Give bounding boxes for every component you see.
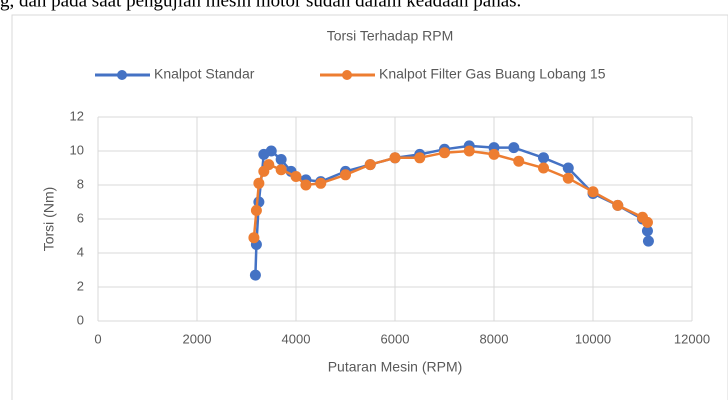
data-point — [290, 171, 302, 182]
data-point — [315, 177, 327, 189]
data-point — [508, 142, 520, 154]
chart-frame — [11, 14, 728, 405]
y-axis-label: Torsi (Nm) — [41, 187, 57, 252]
data-point — [263, 159, 275, 171]
y-tick-label: 4 — [77, 244, 84, 259]
x-axis-label: Putaran Mesin (RPM) — [328, 359, 463, 375]
y-tick-label: 0 — [77, 312, 84, 327]
data-point — [414, 152, 426, 164]
data-point — [463, 145, 475, 157]
y-tick-label: 12 — [70, 108, 84, 123]
x-tick-label: 8000 — [480, 331, 509, 346]
data-point — [389, 152, 401, 164]
data-point — [488, 148, 500, 160]
x-tick-label: 12000 — [674, 331, 710, 346]
data-point — [249, 269, 261, 281]
y-tick-label: 2 — [77, 278, 84, 293]
data-point — [275, 164, 287, 176]
chart-title: Torsi Terhadap RPM — [327, 28, 454, 44]
data-point — [513, 155, 525, 167]
legend-marker — [342, 70, 352, 80]
y-tick-label: 8 — [77, 176, 84, 191]
legend-marker — [117, 70, 127, 80]
data-point — [562, 172, 574, 184]
data-point — [250, 205, 262, 216]
legend-label: Knalpot Filter Gas Buang Lobang 15 — [379, 66, 606, 82]
data-point — [538, 162, 549, 174]
x-tick-label: 6000 — [381, 331, 410, 346]
data-point — [439, 147, 450, 159]
data-point — [562, 162, 574, 174]
data-point — [641, 225, 653, 237]
data-point — [248, 232, 260, 244]
data-point — [300, 179, 312, 191]
x-tick-label: 0 — [94, 331, 101, 346]
data-point — [642, 235, 654, 247]
data-point — [587, 186, 599, 198]
data-point — [265, 145, 277, 157]
x-tick-label: 2000 — [183, 331, 212, 346]
x-tick-label: 4000 — [282, 331, 311, 346]
data-point — [340, 169, 351, 181]
page-text: g, dan pada saat pengujian mesin motor s… — [0, 0, 521, 11]
data-point — [612, 199, 624, 211]
data-point — [275, 154, 287, 165]
y-tick-label: 6 — [77, 210, 84, 225]
data-point — [253, 177, 265, 189]
x-tick-label: 10000 — [575, 331, 611, 346]
data-point — [641, 216, 653, 228]
data-point — [538, 152, 549, 164]
y-tick-label: 10 — [70, 142, 84, 157]
legend-label: Knalpot Standar — [154, 66, 255, 82]
data-point — [364, 159, 376, 171]
